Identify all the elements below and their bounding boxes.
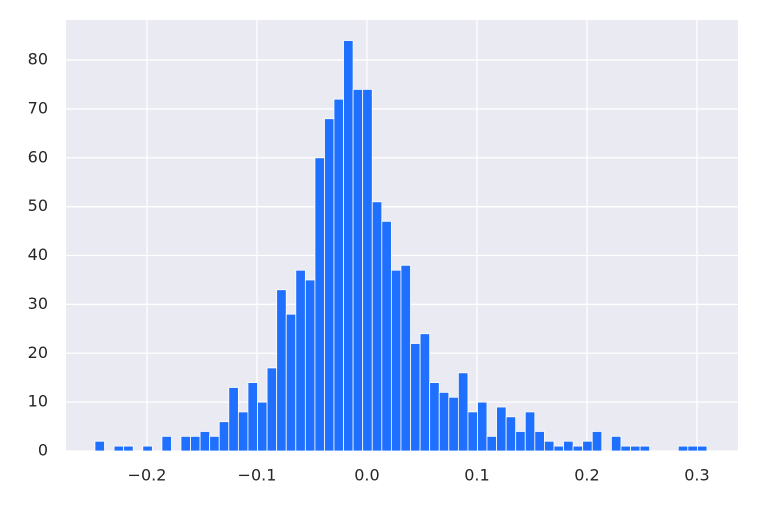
bar <box>390 269 402 452</box>
x-tick-label: 0.0 <box>354 466 379 485</box>
y-tick-label: 80 <box>28 50 48 69</box>
x-tick-label: 0.2 <box>574 466 599 485</box>
bar <box>247 382 258 452</box>
bar <box>314 157 325 452</box>
y-tick-label: 30 <box>28 294 48 313</box>
bar <box>113 445 125 452</box>
bar <box>448 396 459 452</box>
bar <box>543 440 555 452</box>
bar <box>190 435 201 452</box>
bar <box>677 445 689 452</box>
bar <box>639 445 651 452</box>
bar <box>457 372 469 452</box>
bar <box>400 264 411 452</box>
bar <box>697 445 708 452</box>
y-tick-label: 50 <box>28 196 48 215</box>
bar <box>161 435 172 452</box>
bar <box>467 411 478 452</box>
bar <box>237 411 249 452</box>
bar <box>591 431 603 452</box>
bar <box>572 445 584 452</box>
bar <box>199 431 211 452</box>
bar <box>304 279 316 452</box>
bar <box>362 88 373 452</box>
bar <box>505 416 517 452</box>
bar <box>142 445 153 452</box>
bar <box>410 343 421 452</box>
bar <box>352 88 364 452</box>
bar <box>496 406 507 452</box>
bar <box>276 289 287 452</box>
x-tick-label: 0.1 <box>464 466 489 485</box>
x-tick-label: −0.1 <box>238 466 277 485</box>
bar <box>381 220 392 452</box>
bar <box>324 118 335 452</box>
bar <box>610 435 622 452</box>
bar <box>218 421 230 452</box>
y-tick-label: 0 <box>38 441 48 460</box>
bar <box>257 401 268 452</box>
bar <box>477 401 488 452</box>
bar <box>582 440 593 452</box>
bar <box>209 435 220 452</box>
x-tick-label: 0.3 <box>684 466 709 485</box>
bar <box>371 201 383 452</box>
bar <box>343 40 354 452</box>
bar <box>524 411 536 452</box>
bar <box>620 445 631 452</box>
y-tick-label: 40 <box>28 245 48 264</box>
bar <box>486 435 497 452</box>
bar <box>295 269 306 452</box>
y-tick-label: 70 <box>28 98 48 117</box>
bar <box>687 445 698 452</box>
bar <box>180 435 191 452</box>
bar <box>429 382 440 452</box>
bar <box>94 440 105 452</box>
bar <box>563 440 574 452</box>
bar <box>630 445 641 452</box>
bar <box>266 367 278 452</box>
bar <box>228 387 239 452</box>
y-tick-label: 10 <box>28 392 48 411</box>
bar <box>419 333 431 452</box>
y-tick-label: 60 <box>28 147 48 166</box>
bar <box>333 98 344 452</box>
bar <box>515 431 526 452</box>
x-tick-label: −0.2 <box>128 466 167 485</box>
bar <box>438 391 450 452</box>
y-tick-label: 20 <box>28 343 48 362</box>
bar <box>123 445 134 452</box>
bar <box>534 431 545 452</box>
bar <box>285 313 297 452</box>
bar <box>553 445 564 452</box>
